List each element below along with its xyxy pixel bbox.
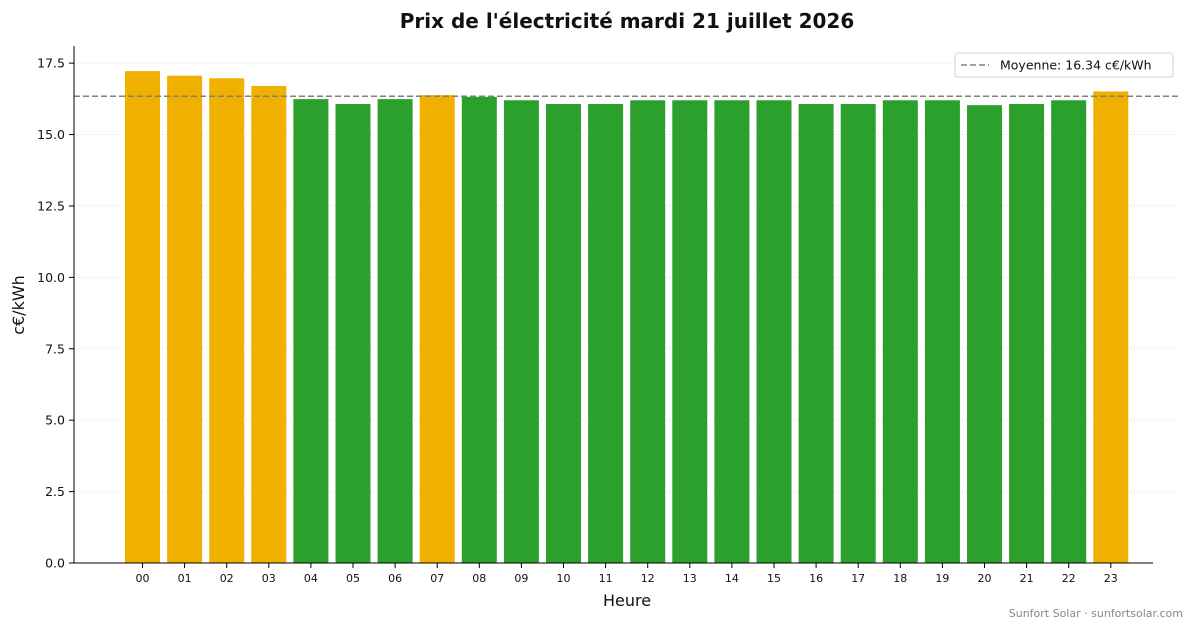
credit-text: Sunfort Solar · sunfortsolar.com <box>1008 607 1183 620</box>
y-tick-label-0: 0.0 <box>45 556 65 571</box>
y-tick-label-6: 15.0 <box>37 127 65 142</box>
bar-13 <box>672 100 708 563</box>
bar-19 <box>924 100 960 563</box>
bar-08 <box>461 96 497 564</box>
x-tick-label-04: 04 <box>304 572 318 585</box>
x-tick-label-07: 07 <box>430 572 444 585</box>
y-ticks: 0.0 2.5 5.0 7.5 10.0 12.5 15.0 17.5 <box>37 56 74 571</box>
x-axis-label: Heure <box>603 591 651 610</box>
chart-title: Prix de l'électricité mardi 21 juillet 2… <box>400 9 855 33</box>
bar-03 <box>251 85 287 563</box>
x-tick-label-16: 16 <box>809 572 823 585</box>
legend-box <box>954 52 1174 78</box>
x-tick-label-10: 10 <box>557 572 571 585</box>
bar-21 <box>1009 103 1045 563</box>
bar-15 <box>756 100 792 563</box>
y-tick-label-7: 17.5 <box>37 56 65 71</box>
y-axis-label: c€/kWh <box>9 275 28 335</box>
x-tick-label-02: 02 <box>220 572 234 585</box>
x-tick-label-09: 09 <box>514 572 528 585</box>
bar-06 <box>377 99 413 563</box>
bar-22 <box>1051 100 1087 563</box>
x-tick-label-05: 05 <box>346 572 360 585</box>
bar-01 <box>167 75 203 563</box>
bar-12 <box>630 100 666 563</box>
bar-02 <box>209 78 245 563</box>
bar-07 <box>419 95 455 564</box>
x-tick-label-23: 23 <box>1104 572 1118 585</box>
bar-09 <box>503 100 539 563</box>
bar-16 <box>798 103 834 563</box>
legend: Moyenne: 16.34 c€/kWh <box>954 52 1174 78</box>
y-tick-label-2: 5.0 <box>45 413 65 428</box>
x-tick-label-19: 19 <box>935 572 949 585</box>
y-tick-label-5: 12.5 <box>37 198 65 213</box>
x-tick-label-20: 20 <box>978 572 992 585</box>
x-tick-label-06: 06 <box>388 572 402 585</box>
y-tick-label-4: 10.0 <box>37 270 65 285</box>
x-tick-label-13: 13 <box>683 572 697 585</box>
bar-05 <box>335 103 371 563</box>
x-tick-label-21: 21 <box>1020 572 1034 585</box>
bar-11 <box>588 103 624 563</box>
x-tick-label-12: 12 <box>641 572 655 585</box>
axes <box>73 46 1153 564</box>
bar-18 <box>882 100 918 563</box>
legend-average-label: Moyenne: 16.34 c€/kWh <box>1000 58 1152 73</box>
bar-04 <box>293 99 329 563</box>
x-tick-label-15: 15 <box>767 572 781 585</box>
bars <box>125 71 1129 564</box>
bar-10 <box>546 103 581 563</box>
bar-23 <box>1093 91 1129 564</box>
bar-20 <box>967 105 1002 563</box>
x-tick-label-03: 03 <box>262 572 276 585</box>
x-tick-label-18: 18 <box>893 572 907 585</box>
x-tick-label-08: 08 <box>472 572 486 585</box>
x-tick-label-00: 00 <box>136 572 150 585</box>
bar-17 <box>840 103 876 563</box>
y-tick-label-1: 2.5 <box>45 484 65 499</box>
bar-14 <box>714 100 750 563</box>
x-tick-label-14: 14 <box>725 572 739 585</box>
x-tick-label-11: 11 <box>599 572 613 585</box>
x-ticks: 00 01 02 03 04 05 06 07 08 09 10 11 12 13 14 15 16 17 18 19… <box>136 563 1118 585</box>
bar-00 <box>125 71 160 563</box>
x-tick-label-17: 17 <box>851 572 865 585</box>
x-tick-label-01: 01 <box>178 572 192 585</box>
y-tick-label-3: 7.5 <box>45 341 65 356</box>
x-tick-label-22: 22 <box>1062 572 1076 585</box>
